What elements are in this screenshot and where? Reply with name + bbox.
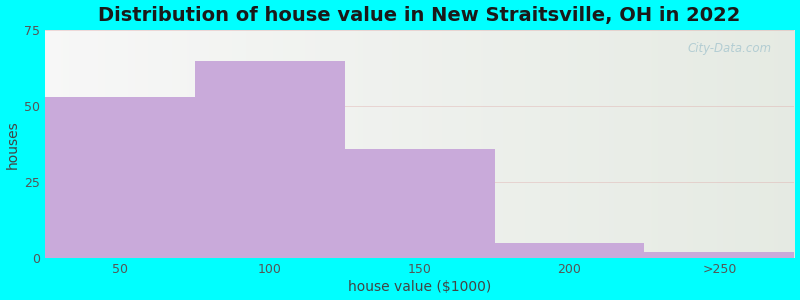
Text: City-Data.com: City-Data.com [688, 42, 772, 55]
X-axis label: house value ($1000): house value ($1000) [348, 280, 491, 294]
Bar [494, 243, 645, 258]
Bar [45, 97, 194, 258]
Title: Distribution of house value in New Straitsville, OH in 2022: Distribution of house value in New Strai… [98, 6, 741, 25]
Y-axis label: houses: houses [6, 120, 19, 169]
Bar [345, 149, 494, 258]
Bar [645, 252, 794, 258]
Bar [194, 61, 345, 258]
